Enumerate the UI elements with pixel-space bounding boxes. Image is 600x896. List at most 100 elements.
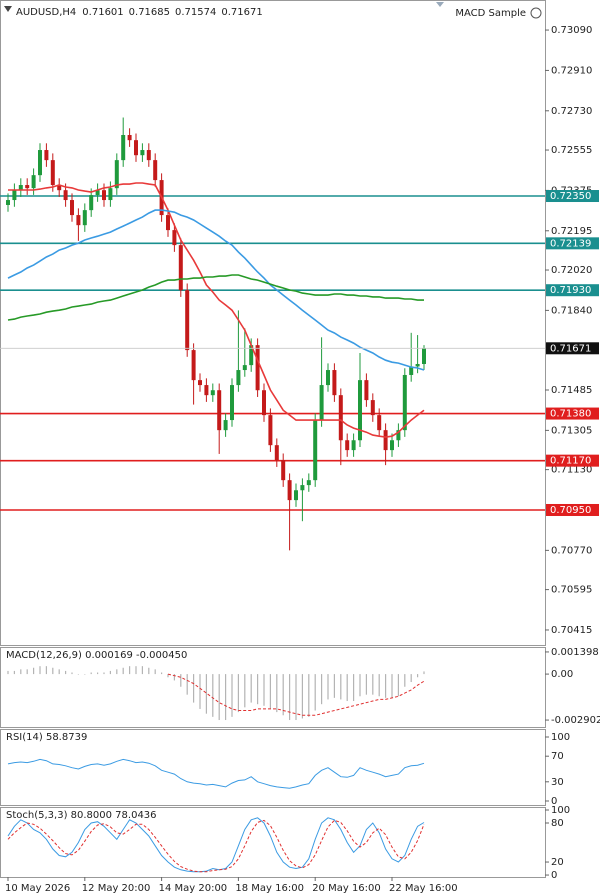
macd-bar (45, 666, 47, 675)
macd-bar (161, 672, 163, 675)
candle-body (82, 210, 87, 226)
macd-bar (20, 669, 22, 675)
level-label-box (546, 284, 599, 297)
candle-body (249, 345, 254, 366)
level-label: 0.71380 (550, 409, 591, 420)
candle-body (178, 245, 183, 291)
y-tick-label: 0.72730 (551, 106, 592, 117)
macd-bar (404, 674, 406, 687)
y-tick-label: 20 (551, 857, 564, 868)
macd-bar (321, 674, 323, 705)
candle-body (57, 185, 62, 191)
y-tick-label: -0.002902 (551, 715, 600, 726)
macd-bar (231, 674, 233, 717)
expert-icon[interactable] (530, 7, 542, 19)
indicator-line (7, 819, 425, 873)
macd-bar (359, 674, 361, 697)
y-tick-label: 0.73090 (551, 25, 592, 36)
candle-body (70, 200, 74, 216)
level-label-box (546, 503, 599, 516)
candle-body (108, 188, 113, 201)
macd-bar (135, 666, 137, 675)
candle-body (294, 490, 298, 501)
candle-body (38, 150, 42, 176)
candle-body (402, 374, 407, 431)
y-tick-label: 0.71840 (551, 305, 592, 316)
macd-bar (167, 674, 169, 678)
macd-bar (218, 674, 220, 721)
macd-bar (39, 666, 41, 675)
candle-body (89, 195, 94, 211)
y-tick-label: 0.71485 (551, 385, 592, 396)
level-label-box (546, 190, 599, 203)
y-tick-label: 80 (551, 818, 564, 829)
candle-body (409, 366, 414, 375)
level-label: 0.72139 (550, 238, 591, 249)
y-tick-label: 0.71130 (551, 465, 592, 476)
candle-body (198, 380, 202, 386)
macd-bar (397, 674, 399, 697)
x-tick-label: 18 May 16:00 (235, 883, 304, 894)
macd-panel (0, 647, 546, 728)
indicator-line (8, 182, 425, 438)
x-tick-label: 10 May 2026 (5, 883, 70, 894)
stoch-panel (0, 807, 546, 878)
menu-arrow[interactable] (4, 6, 12, 12)
y-tick-label: 100 (551, 732, 570, 743)
candle-body (140, 150, 145, 156)
candle-body (242, 365, 247, 371)
macd-bar (378, 674, 380, 697)
candle-body (44, 150, 49, 161)
macd-bar (65, 670, 67, 675)
macd-bar (141, 666, 143, 675)
candle-body (185, 290, 190, 351)
low-value: 0.71574 (175, 7, 216, 18)
y-tick-label: 0.70595 (551, 585, 592, 596)
candle-body (217, 390, 222, 431)
macd-bar (289, 674, 291, 721)
macd-bar (410, 674, 412, 683)
candle-body (102, 190, 106, 201)
macd-bar (77, 674, 79, 675)
x-tick-label: 14 May 20:00 (159, 883, 228, 894)
y-tick-label: 70 (551, 751, 564, 762)
candle-body (422, 348, 426, 364)
macd-bar (71, 672, 73, 675)
candle-body (377, 415, 382, 431)
y-tick-label: 0 (551, 796, 557, 807)
macd-bar (308, 674, 310, 717)
macd-bar (391, 674, 393, 698)
indicator-line (7, 209, 425, 371)
macd-bar (346, 674, 348, 702)
candle-body (281, 460, 286, 481)
candle-body (306, 480, 311, 486)
candle-body (95, 190, 100, 196)
macd-bar (109, 670, 111, 675)
expert-name: MACD Sample (455, 8, 526, 19)
macd-bar (84, 674, 86, 675)
indicator-line (7, 758, 425, 789)
macd-bar (385, 674, 387, 698)
macd-bar (417, 674, 419, 678)
candle-body (50, 160, 55, 186)
macd-bar (129, 666, 131, 675)
candle-body (255, 345, 260, 391)
y-tick-label: 0.001398 (551, 647, 599, 658)
level-label: 0.71930 (550, 285, 591, 296)
y-tick-label: 100 (551, 805, 570, 816)
indicator-line (7, 817, 425, 873)
macd-bar (237, 674, 239, 713)
macd-bar (154, 669, 156, 675)
candle-body (191, 350, 196, 381)
macd-bar (13, 670, 15, 675)
candle-body (31, 175, 36, 189)
current-price-label: 0.71671 (550, 343, 591, 354)
macd-bar (205, 674, 207, 714)
macd-bar (257, 674, 259, 705)
macd-bar (58, 669, 60, 675)
high-value: 0.71685 (129, 7, 170, 18)
level-label-box (546, 454, 599, 467)
candle-body (63, 190, 68, 201)
macd-bar (244, 674, 246, 708)
